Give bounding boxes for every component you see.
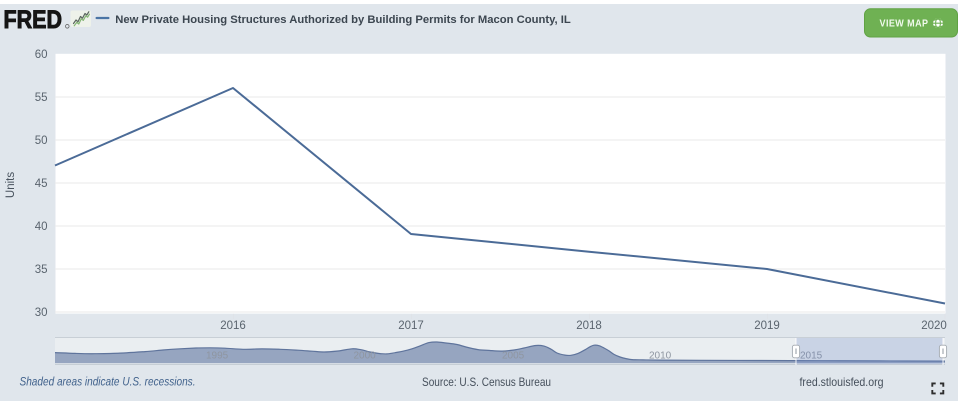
svg-text:55: 55: [35, 92, 48, 104]
svg-text:30: 30: [35, 307, 48, 319]
svg-text:Source: U.S. Census Bureau: Source: U.S. Census Bureau: [422, 375, 551, 389]
svg-text:2005: 2005: [502, 351, 525, 362]
svg-text:60: 60: [35, 49, 48, 61]
svg-text:New Private Housing Structures: New Private Housing Structures Authorize…: [115, 14, 571, 26]
svg-text:2020: 2020: [921, 320, 947, 332]
svg-text:2018: 2018: [576, 320, 602, 332]
svg-text:fred.stlouisfed.org: fred.stlouisfed.org: [800, 375, 884, 389]
svg-text:2019: 2019: [754, 320, 780, 332]
svg-text:1995: 1995: [206, 351, 229, 362]
svg-text:40: 40: [35, 221, 48, 233]
svg-text:35: 35: [35, 264, 48, 276]
svg-text:2015: 2015: [800, 351, 823, 362]
svg-text:VIEW MAP: VIEW MAP: [880, 18, 929, 30]
svg-text:FRED: FRED: [4, 6, 62, 34]
svg-text:2016: 2016: [220, 320, 246, 332]
svg-text:Units: Units: [5, 172, 17, 198]
svg-text:2000: 2000: [354, 351, 377, 362]
svg-text:Shaded areas indicate U.S. rec: Shaded areas indicate U.S. recessions.: [20, 375, 196, 389]
svg-text:2010: 2010: [649, 351, 672, 362]
svg-text:50: 50: [35, 135, 48, 147]
svg-text:45: 45: [35, 178, 48, 190]
svg-text:2017: 2017: [398, 320, 424, 332]
